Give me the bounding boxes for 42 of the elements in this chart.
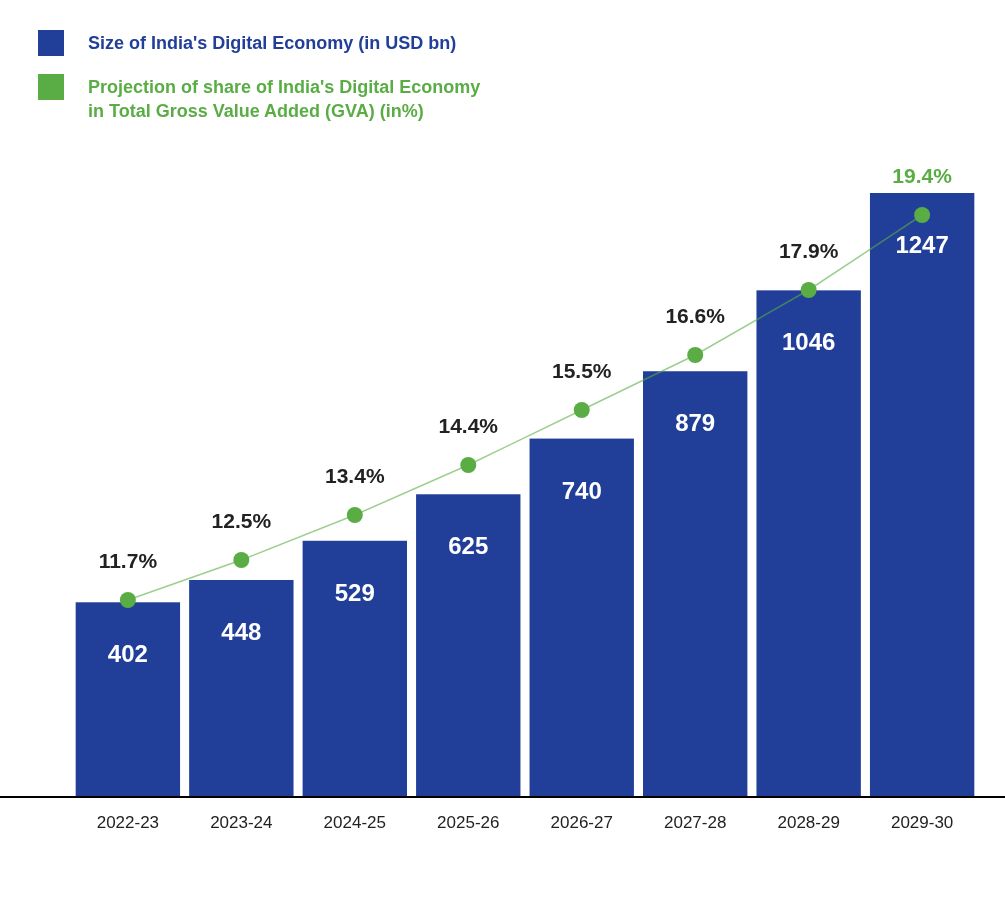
data-label: 402 (107, 640, 148, 668)
data-label: 13.4% (325, 464, 385, 487)
bar (302, 540, 407, 797)
bar (189, 580, 294, 797)
point (233, 552, 250, 568)
data-label: 19.4% (892, 164, 953, 187)
data-label: 12.5% (211, 509, 272, 532)
bar (869, 193, 975, 797)
bar (75, 602, 181, 797)
data-label: 14.4% (438, 414, 499, 437)
x-tick-label: 2029-30 (890, 813, 954, 832)
point (460, 457, 477, 473)
point (346, 507, 363, 523)
bar (756, 290, 861, 797)
data-label: 1247 (895, 231, 949, 258)
data-label: 16.6% (665, 304, 726, 327)
data-label: 625 (448, 532, 489, 560)
x-tick-label: 2023-24 (210, 813, 273, 832)
bar (529, 438, 634, 797)
legend-label: Projection of share of India's Digital Economy in Total Gross Value Added (GVA) (in%) (88, 77, 481, 121)
point (800, 282, 817, 298)
bar (643, 371, 748, 797)
x-tick-label: 2025-26 (437, 813, 500, 832)
point (573, 402, 590, 418)
legend-label: Size of India's Digital Economy (in USD bn) (88, 33, 457, 53)
data-label: 11.7% (98, 549, 158, 572)
x-tick-label: 2024-25 (323, 813, 386, 832)
x-tick-label: 2022-23 (96, 813, 160, 832)
data-label: 448 (221, 618, 262, 646)
data-label: 529 (334, 578, 375, 606)
bar (416, 494, 521, 797)
point (914, 207, 931, 223)
x-tick-label: 2028-29 (777, 813, 840, 832)
point (687, 347, 704, 363)
x-tick-label: 2026-27 (550, 813, 613, 832)
data-label: 879 (675, 409, 716, 437)
data-label: 1046 (781, 328, 836, 356)
data-label: 15.5% (551, 359, 612, 382)
data-label: 740 (561, 476, 602, 504)
data-label: 17.9% (778, 239, 839, 262)
point (119, 592, 136, 608)
x-tick-label: 2027-28 (664, 813, 727, 832)
